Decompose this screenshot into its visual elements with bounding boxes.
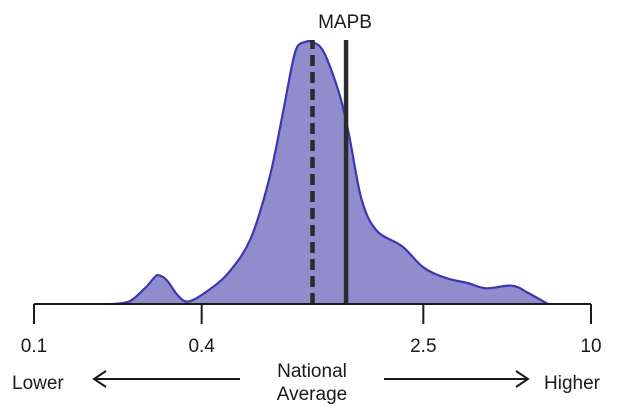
higher-label: Higher: [544, 373, 601, 394]
national-label: National: [277, 361, 347, 382]
higher-arrow: [384, 370, 530, 388]
density-outline: [111, 39, 549, 306]
density-area: [111, 41, 548, 304]
x-axis: 0.1 0.4 2.5 10: [21, 303, 602, 357]
x-tick-label: 2.5: [410, 336, 436, 357]
annotations: Lower Higher National Average: [12, 361, 601, 405]
x-tick-label: 10: [580, 336, 601, 357]
lower-label: Lower: [12, 373, 64, 394]
average-label: Average: [277, 384, 347, 405]
plot-area: [111, 39, 549, 306]
x-tick-label: 0.1: [21, 336, 47, 357]
lower-arrow: [92, 370, 240, 388]
x-tick-label: 0.4: [188, 336, 215, 357]
mapb-label: MAPB: [318, 12, 372, 33]
